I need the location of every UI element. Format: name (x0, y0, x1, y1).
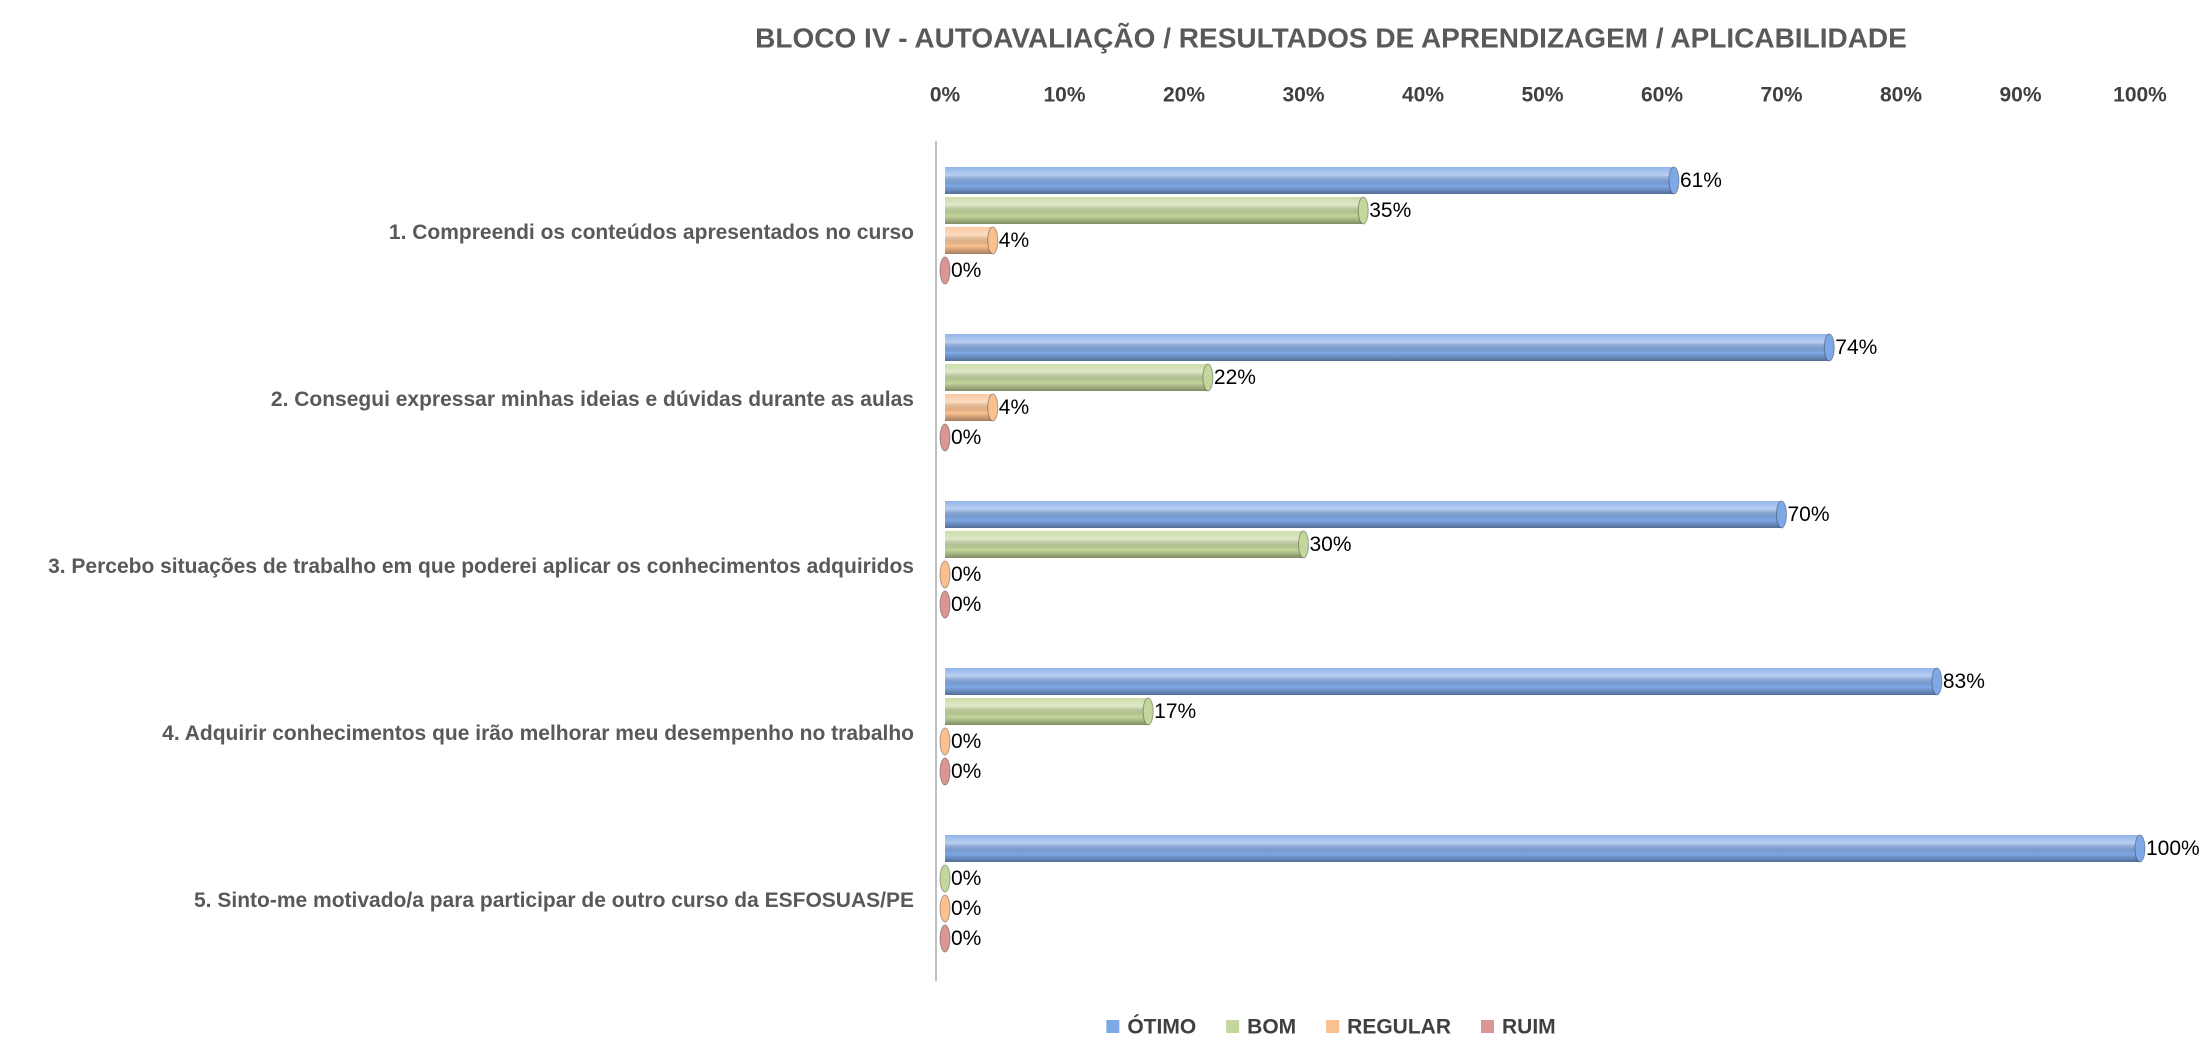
bar-shade (945, 364, 1208, 391)
value-label: 0% (951, 867, 981, 890)
value-label: 0% (951, 730, 981, 753)
bar-cap (939, 590, 951, 619)
value-label: 30% (1310, 533, 1352, 556)
x-tick-label: 100% (2113, 84, 2167, 107)
x-tick-label: 30% (1282, 84, 1324, 107)
bar-cap (1142, 697, 1154, 726)
legend-swatch (1106, 1020, 1120, 1033)
x-tick-label: 50% (1521, 84, 1563, 107)
bar-shade (945, 668, 1937, 695)
bar-shade (945, 167, 1674, 194)
bar-cap (1931, 667, 1943, 696)
bar-cap (987, 393, 999, 422)
legend-label: REGULAR (1347, 1016, 1451, 1039)
category-label: 3. Percebo situações de trabalho em que … (48, 555, 914, 578)
value-label: 0% (951, 760, 981, 783)
value-label: 100% (2146, 837, 2200, 860)
bar-shade (945, 394, 993, 421)
bar-cap (939, 423, 951, 452)
category-label: 2. Consegui expressar minhas ideias e dú… (271, 388, 914, 411)
bar-cap (1823, 333, 1835, 362)
category-label: 5. Sinto-me motivado/a para participar d… (194, 889, 914, 912)
bar-shade (945, 334, 1830, 361)
value-label: 0% (951, 259, 981, 282)
x-tick-label: 10% (1043, 84, 1085, 107)
bar-cap (939, 864, 951, 893)
bar-cap (939, 924, 951, 953)
chart-title: BLOCO IV - AUTOAVALIAÇÃO / RESULTADOS DE… (755, 22, 1907, 53)
x-tick-label: 90% (1999, 84, 2041, 107)
value-label: 0% (951, 927, 981, 950)
value-label: 4% (999, 229, 1029, 252)
value-label: 4% (999, 396, 1029, 419)
value-label: 0% (951, 563, 981, 586)
bar-cap (1202, 363, 1214, 392)
x-tick-label: 80% (1880, 84, 1922, 107)
value-label: 22% (1214, 366, 1256, 389)
bar-shade (945, 835, 2140, 862)
bar-cap (939, 757, 951, 786)
value-label: 74% (1835, 336, 1877, 359)
bar-shade (945, 227, 993, 254)
value-label: 35% (1369, 199, 1411, 222)
legend-label: BOM (1247, 1016, 1296, 1039)
legend-swatch (1326, 1020, 1340, 1033)
bar-cap (939, 727, 951, 756)
bar-cap (1298, 530, 1309, 559)
x-tick-label: 70% (1760, 84, 1802, 107)
x-tick-label: 20% (1163, 84, 1205, 107)
value-label: 0% (951, 593, 981, 616)
bar-cap (939, 894, 951, 923)
bar-cap (987, 226, 999, 255)
x-tick-label: 60% (1641, 84, 1683, 107)
value-label: 0% (951, 897, 981, 920)
bar-shade (945, 501, 1782, 528)
bar-shade (945, 531, 1304, 558)
legend-swatch (1481, 1020, 1494, 1033)
legend-label: RUIM (1502, 1016, 1556, 1039)
legend-label: ÓTIMO (1127, 1015, 1196, 1039)
bar-cap (1668, 166, 1680, 195)
bar-cap (939, 256, 951, 285)
value-label: 0% (951, 426, 981, 449)
bar-cap (1357, 196, 1369, 225)
legend-swatch (1226, 1020, 1240, 1033)
bar-cap (1776, 500, 1787, 529)
bar-cap (2134, 834, 2146, 863)
bar-shade (945, 698, 1149, 725)
x-tick-label: 0% (930, 84, 961, 107)
bar-cap (939, 560, 951, 589)
x-tick-label: 40% (1402, 84, 1444, 107)
category-label: 1. Compreendi os conteúdos apresentados … (389, 221, 914, 244)
value-label: 83% (1943, 670, 1985, 693)
value-label: 17% (1154, 700, 1196, 723)
value-label: 70% (1788, 503, 1830, 526)
category-label: 4. Adquirir conhecimentos que irão melho… (162, 722, 914, 745)
value-label: 61% (1680, 169, 1722, 192)
bar-shade (945, 197, 1364, 224)
